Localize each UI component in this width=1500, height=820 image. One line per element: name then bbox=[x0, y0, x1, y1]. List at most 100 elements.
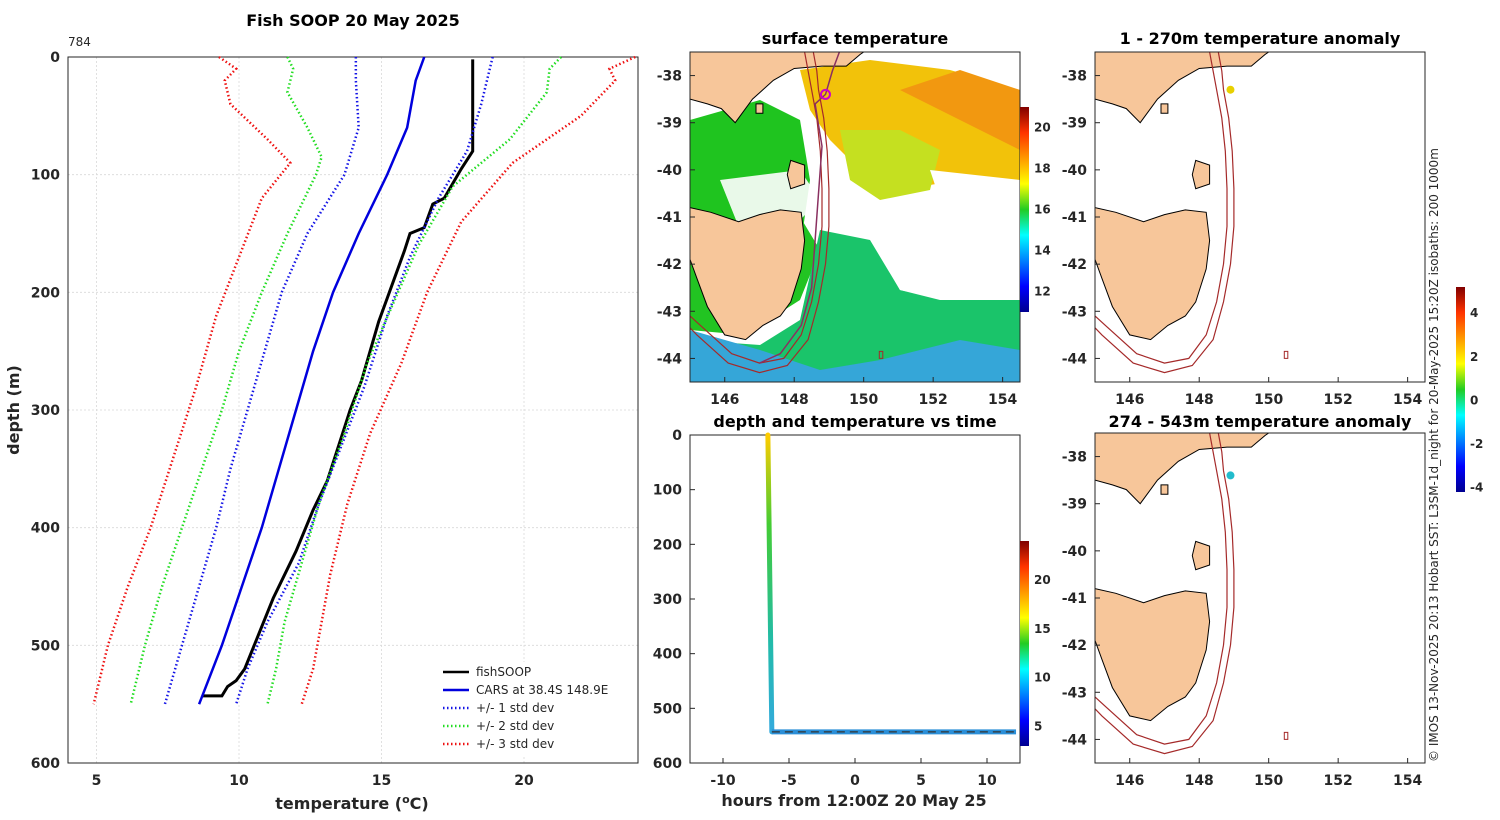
depth-time-colorbar-ticks: 5 10 15 20 bbox=[1034, 573, 1051, 733]
series--2-std-dev bbox=[129, 56, 323, 705]
map-ytick-label: -44 bbox=[1062, 351, 1088, 367]
anomaly-shallow-landmass bbox=[1095, 52, 1270, 341]
isobath-200m bbox=[1095, 52, 1228, 364]
sst-cloud-2 bbox=[860, 210, 1020, 300]
map-xtick-label: 154 bbox=[988, 392, 1017, 408]
map-xtick-label: 148 bbox=[1185, 773, 1214, 789]
map-ytick-label: -40 bbox=[657, 163, 683, 179]
series--3-std-dev bbox=[92, 55, 292, 705]
map-ytick-label: -42 bbox=[657, 257, 682, 273]
land-flinders-island bbox=[1191, 159, 1211, 190]
depth-time-ytick-label: 300 bbox=[653, 592, 682, 608]
map-ytick-label: -44 bbox=[657, 351, 683, 367]
profile-series bbox=[92, 55, 636, 705]
depth-time-ytick-label: 100 bbox=[653, 483, 682, 499]
profile-ytick-label: 0 bbox=[50, 50, 60, 66]
profile-corner-label: 784 bbox=[68, 35, 91, 49]
depth-time-colorbar-label: 5 bbox=[1034, 719, 1042, 733]
depth-time-xtick-label: -5 bbox=[781, 773, 797, 789]
isobath-seamount bbox=[1283, 350, 1289, 359]
anomaly-colorbar-label: 2 bbox=[1470, 350, 1478, 364]
map-ytick-label: -43 bbox=[657, 304, 682, 320]
land-victoria bbox=[690, 52, 865, 124]
anomaly-colorbar bbox=[1456, 287, 1465, 492]
land-victoria bbox=[1095, 52, 1270, 124]
profile-ytick-label: 500 bbox=[31, 638, 60, 654]
land-tasmania bbox=[1095, 588, 1211, 722]
map-ytick-label: -41 bbox=[657, 210, 682, 226]
depth-time-colorbar-label: 20 bbox=[1034, 573, 1051, 587]
map-xtick-label: 148 bbox=[780, 392, 809, 408]
land-tasmania bbox=[1095, 207, 1211, 341]
map-xtick-label: 152 bbox=[919, 392, 948, 408]
anomaly-deep-map bbox=[1095, 433, 1425, 763]
sst-colorbar-ticks: 12 14 16 18 20 bbox=[1034, 121, 1051, 299]
series--1-std-dev bbox=[234, 56, 494, 705]
land-victoria bbox=[1095, 433, 1270, 505]
map-ytick-label: -39 bbox=[657, 116, 682, 132]
map-ytick-label: -39 bbox=[1062, 116, 1087, 132]
ship-track bbox=[759, 52, 841, 364]
profile-xtick-label: 15 bbox=[372, 773, 391, 789]
map-ytick-label: -38 bbox=[1062, 450, 1087, 466]
depth-time-colorbar-label: 10 bbox=[1034, 671, 1051, 685]
profile-xlabel-tail: C) bbox=[410, 794, 429, 813]
anomaly-deep-title: 274 - 543m temperature anomaly bbox=[1109, 412, 1412, 431]
depth-time-title: depth and temperature vs time bbox=[713, 412, 996, 431]
sst-cloud-1 bbox=[930, 170, 1020, 230]
profile-xlabel-main: temperature ( bbox=[275, 794, 402, 813]
profile-ytick-label: 400 bbox=[31, 521, 60, 537]
legend-box bbox=[436, 662, 632, 756]
land-king-island bbox=[755, 103, 764, 114]
depth-time-xtick-label: 5 bbox=[916, 773, 926, 789]
sst-south-field bbox=[690, 230, 1020, 382]
legend-label: +/- 1 std dev bbox=[476, 701, 554, 715]
map-xtick-label: 148 bbox=[1185, 392, 1214, 408]
profile-ylabel: depth (m) bbox=[4, 365, 23, 455]
sst-landmass bbox=[690, 52, 865, 341]
depth-time-colorbar-label: 15 bbox=[1034, 622, 1051, 636]
anomaly-shallow-marker bbox=[1226, 85, 1235, 94]
depth-time-ytick-label: 500 bbox=[653, 701, 682, 717]
sst-colorbar-label: 18 bbox=[1034, 162, 1051, 176]
profile-axes-box bbox=[67, 56, 639, 764]
anomaly-shallow-ticks: 146 148 150 152 154 -38 -39 -40 -41 -42 -43 -44 bbox=[1062, 69, 1423, 408]
map-xtick-label: 146 bbox=[1115, 392, 1144, 408]
sst-colorbar-label: 12 bbox=[1034, 285, 1051, 299]
anomaly-colorbar-label: -2 bbox=[1470, 437, 1483, 451]
depth-time-ytick-label: 0 bbox=[672, 428, 682, 444]
sst-colorbar-label: 14 bbox=[1034, 244, 1051, 258]
profile-xtick-label: 5 bbox=[92, 773, 102, 789]
land-tasmania bbox=[690, 207, 806, 341]
map-ytick-label: -39 bbox=[1062, 497, 1087, 513]
anomaly-colorbar-label: -4 bbox=[1470, 481, 1483, 495]
land-king-island bbox=[1160, 484, 1169, 495]
map-ytick-label: -40 bbox=[1062, 163, 1088, 179]
profile-ytick-label: 100 bbox=[31, 168, 60, 184]
isobath-200m bbox=[690, 52, 823, 364]
sst-mid-field bbox=[840, 130, 940, 200]
map-ytick-label: -42 bbox=[1062, 638, 1087, 654]
depth-time-xtick-label: -10 bbox=[710, 773, 736, 789]
profile-xtick-label: 20 bbox=[514, 773, 534, 789]
sst-colorbar-label: 16 bbox=[1034, 203, 1051, 217]
map-xtick-label: 152 bbox=[1324, 773, 1353, 789]
map-xtick-label: 152 bbox=[1324, 392, 1353, 408]
profile-location-marker bbox=[819, 88, 831, 100]
isobath-1000m bbox=[1095, 433, 1235, 755]
map-ytick-label: -42 bbox=[1062, 257, 1087, 273]
profile-gridlines bbox=[68, 56, 638, 764]
anomaly-shallow-panel: 146 148 150 152 154 -38 -39 -40 -41 -42 -43 -44 1 -… bbox=[1062, 29, 1426, 408]
series-cars-at-38-4s-148-9e bbox=[197, 56, 426, 705]
sst-ticks: 146 148 150 152 154 -38 -39 -40 -41 -42 -43 -44 bbox=[657, 69, 1018, 408]
isobath-seamount bbox=[1283, 731, 1289, 740]
sst-colorbar-label: 20 bbox=[1034, 121, 1051, 135]
legend-label: fishSOOP bbox=[476, 665, 531, 679]
land-flinders-island bbox=[1191, 540, 1211, 571]
sst-hot-field bbox=[900, 70, 1020, 150]
map-ytick-label: -41 bbox=[1062, 591, 1087, 607]
profile-ytick-label: 200 bbox=[31, 285, 60, 301]
